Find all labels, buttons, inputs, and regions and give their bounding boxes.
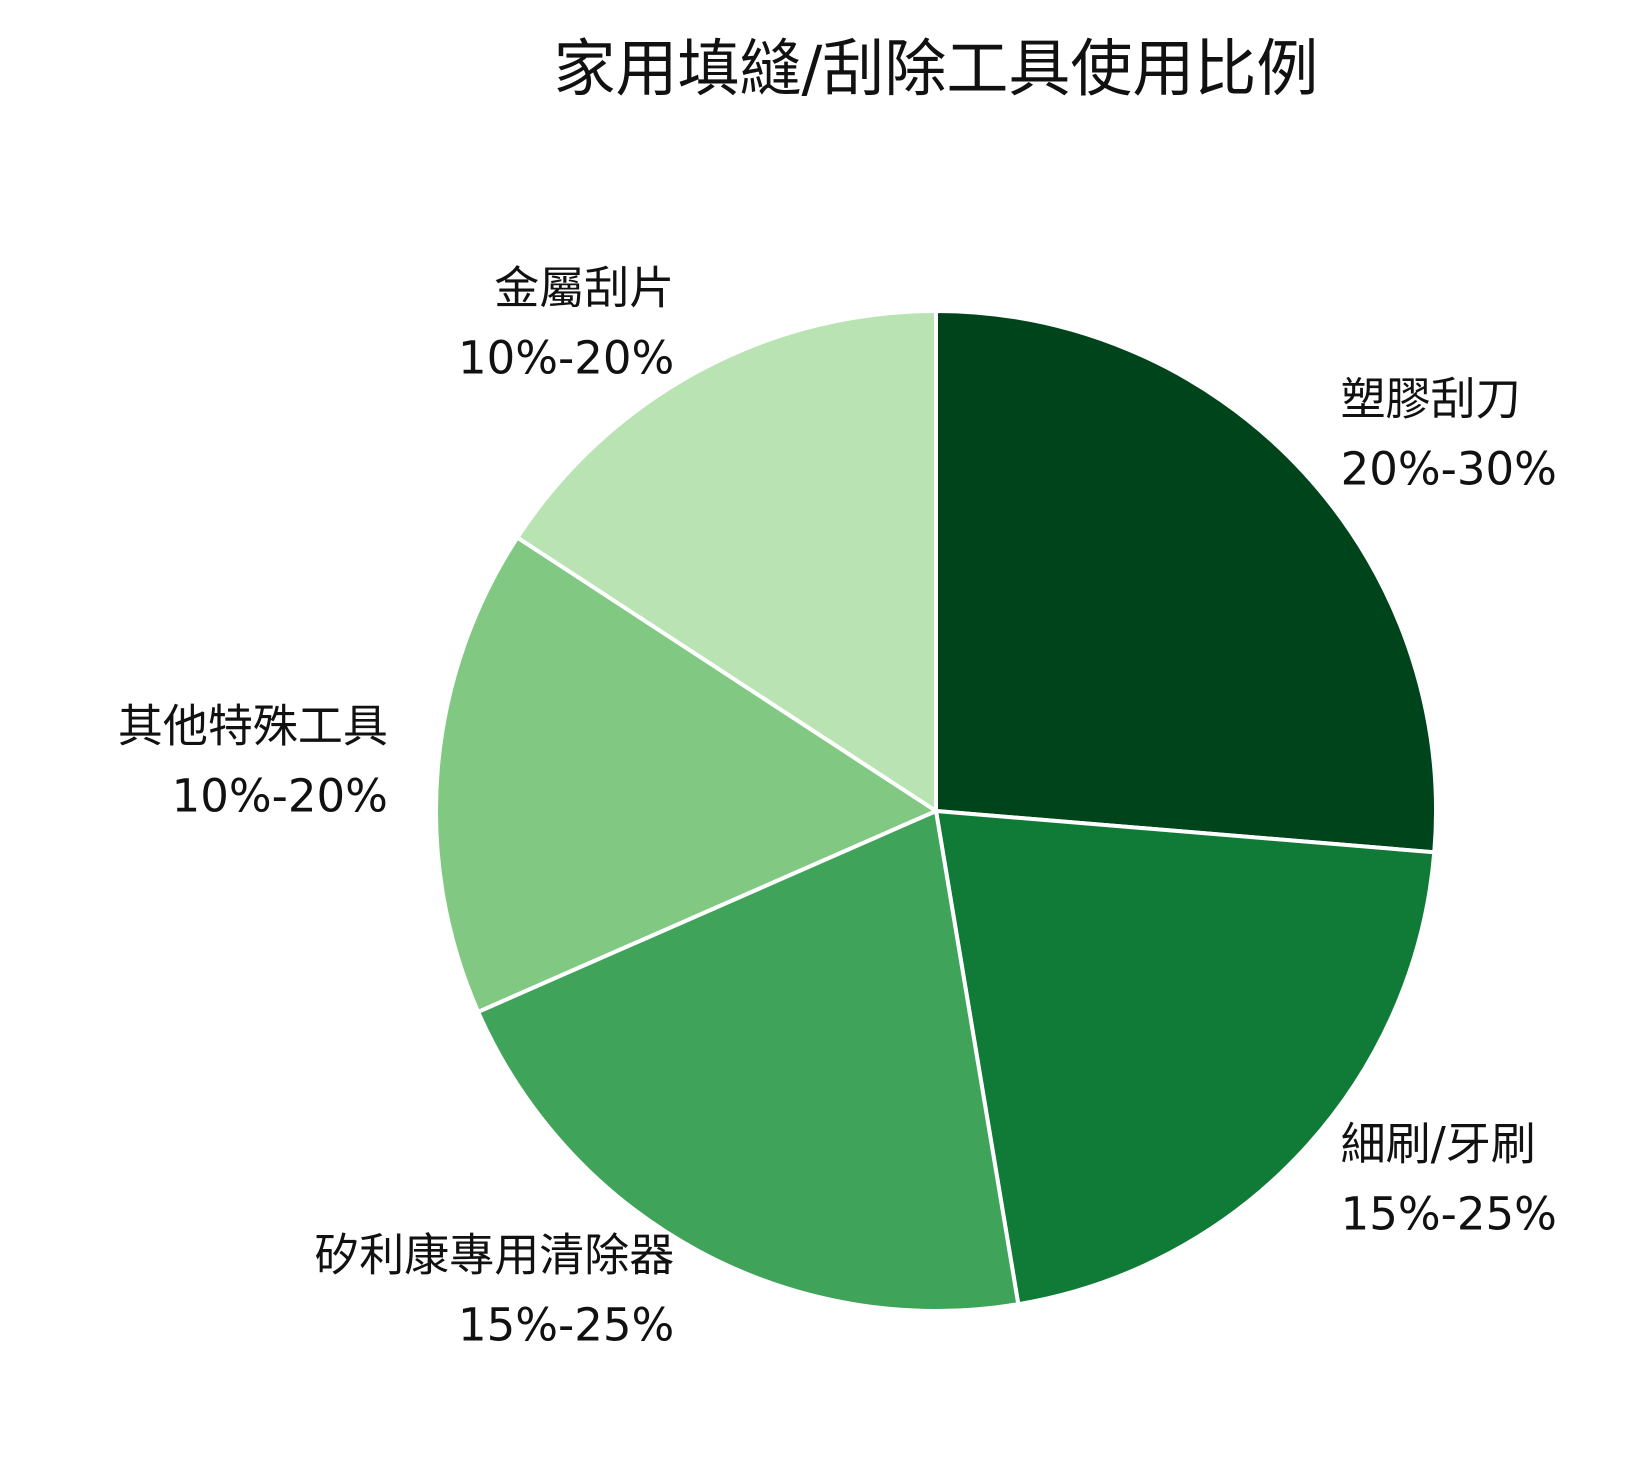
slice-value-label: 10%-20%: [458, 331, 674, 384]
pie-slice: [475, 808, 1021, 1313]
slice-value-label: 15%-25%: [1341, 1188, 1557, 1241]
chart-title: 家用填縫/刮除工具使用比例: [554, 32, 1319, 105]
slice-label: 金屬刮片: [494, 261, 674, 314]
pie-slice: [434, 534, 941, 1015]
slice-label: 細刷/牙刷: [1341, 1118, 1536, 1171]
pie-slice: [514, 308, 938, 815]
slice-label: 塑膠刮刀: [1341, 372, 1521, 425]
slice-label: 其他特殊工具: [118, 700, 388, 753]
pie-slice: [933, 808, 1437, 1307]
pie-slice: [934, 308, 1438, 855]
slice-label: 矽利康專用清除器: [314, 1229, 674, 1282]
slice-value-label: 10%-20%: [172, 770, 388, 823]
slice-value-label: 15%-25%: [458, 1299, 674, 1352]
slice-value-label: 20%-30%: [1341, 442, 1557, 495]
